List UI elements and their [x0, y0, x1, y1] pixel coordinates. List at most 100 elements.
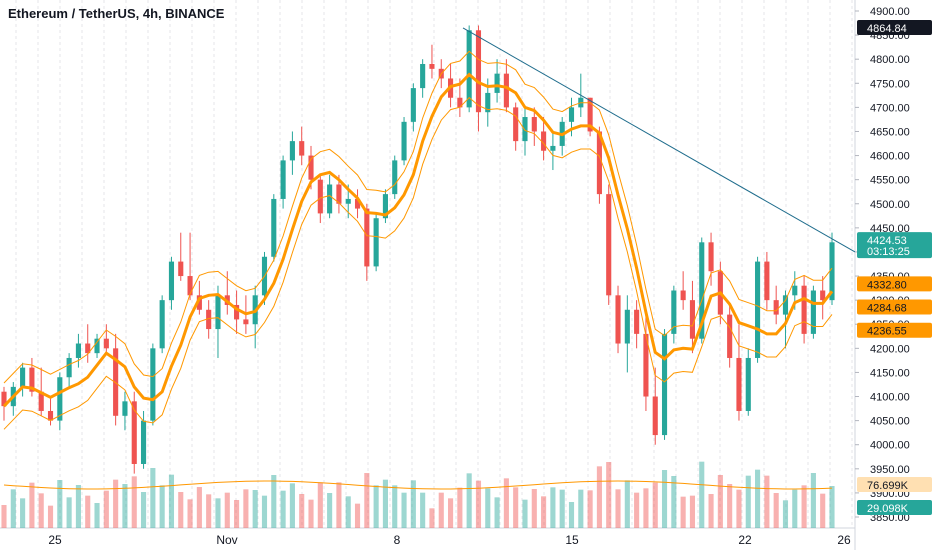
price-tick-label: 4700.00 [870, 102, 910, 114]
candle-body [392, 160, 398, 195]
volume-bar [224, 492, 230, 528]
last-price-box [857, 232, 932, 259]
volume-bar [578, 489, 584, 528]
candle-body [652, 396, 658, 436]
volume-bar [615, 489, 621, 528]
volume-bar [150, 468, 156, 528]
candle-body [475, 30, 482, 113]
candle-body [47, 410, 54, 421]
time-tick-label: Nov [216, 533, 237, 547]
volume-bar [587, 490, 593, 528]
candle-body [159, 300, 165, 349]
high-price-box [857, 19, 932, 35]
volume-bar [485, 488, 491, 528]
candle-body [485, 92, 491, 113]
volume-bar [810, 473, 816, 528]
volume-bar [466, 473, 472, 528]
candle-body [150, 348, 156, 421]
candle-body [364, 208, 370, 267]
candle-body [568, 107, 575, 122]
candle-body [234, 304, 240, 320]
candle-body [85, 343, 91, 354]
candle-body [615, 295, 621, 344]
candle-body [671, 290, 677, 334]
candle-body [131, 401, 137, 464]
candle-body [382, 194, 388, 219]
band-upper-box [857, 276, 932, 292]
volume-bar [773, 493, 779, 528]
candle-body [503, 73, 509, 108]
volume-bar [122, 484, 128, 528]
price-tick-label: 3950.00 [870, 464, 910, 476]
volume-bar [568, 502, 575, 528]
candle-body [820, 290, 826, 301]
price-tick-label: 4100.00 [870, 392, 910, 404]
price-tick-label: 4150.00 [870, 367, 910, 379]
volume-bar [438, 492, 444, 528]
volume-bar [168, 474, 175, 528]
volume-bar [392, 485, 398, 528]
candle-body [317, 179, 323, 214]
candle-body [354, 198, 361, 209]
candle-body [327, 184, 333, 214]
price-tick-label: 4600.00 [870, 151, 910, 163]
volume-bar [671, 476, 677, 528]
price-tick-label: 4650.00 [870, 126, 910, 138]
volume-bar [643, 488, 649, 528]
volume-bar [234, 500, 240, 528]
candle-body [736, 357, 742, 411]
volume-ma-label: 76.699K [867, 480, 909, 492]
volume-bar [66, 497, 72, 528]
price-tick-label: 4900.00 [870, 6, 910, 18]
candle-body [755, 261, 761, 358]
candle-body [727, 314, 733, 358]
volume-bar [299, 494, 305, 528]
volume-bar [736, 489, 742, 528]
candle-body [1, 391, 7, 407]
candle-body [215, 295, 221, 330]
price-tick-label: 4200.00 [870, 343, 910, 355]
candle-body [29, 367, 35, 392]
candle-body [94, 338, 100, 354]
candle-body [624, 309, 630, 344]
volume-bar [317, 482, 323, 528]
candle-body [745, 357, 751, 411]
volume-bar [47, 505, 54, 528]
candle-body [773, 300, 779, 315]
volume-bar [829, 486, 835, 528]
volume-bar [401, 492, 407, 528]
volume-bar [448, 498, 454, 528]
band-upper-label: 4332.80 [867, 279, 907, 291]
volume-bar [429, 508, 435, 528]
price-tick-label: 4000.00 [870, 440, 910, 452]
candle-body [103, 338, 109, 349]
volume-bar [522, 499, 528, 528]
time-tick-label: 26 [837, 533, 851, 547]
volume-bar [494, 497, 500, 528]
volume-ma-line [3, 480, 833, 490]
volume-bar [38, 493, 44, 528]
volume-bar [820, 493, 826, 528]
candle-body [596, 131, 602, 195]
volume-bar [559, 489, 565, 528]
candle-body [550, 145, 556, 151]
candle-body [810, 290, 816, 334]
candle-body [57, 377, 63, 421]
candle-body [792, 285, 798, 296]
candle-body [708, 242, 714, 272]
candle-body [75, 343, 81, 358]
volume-bar [661, 470, 668, 528]
trend-line [462, 27, 856, 253]
volume-bar [1, 505, 7, 528]
last-price-label: 4424.53 [867, 235, 907, 247]
volume-box [857, 500, 932, 515]
volume-bar [596, 466, 602, 528]
candle-body [243, 319, 249, 325]
volume-bar [243, 489, 249, 528]
candle-body [513, 107, 519, 142]
candle-body [522, 117, 528, 142]
volume-bar [624, 480, 630, 528]
candle-body [168, 261, 175, 301]
